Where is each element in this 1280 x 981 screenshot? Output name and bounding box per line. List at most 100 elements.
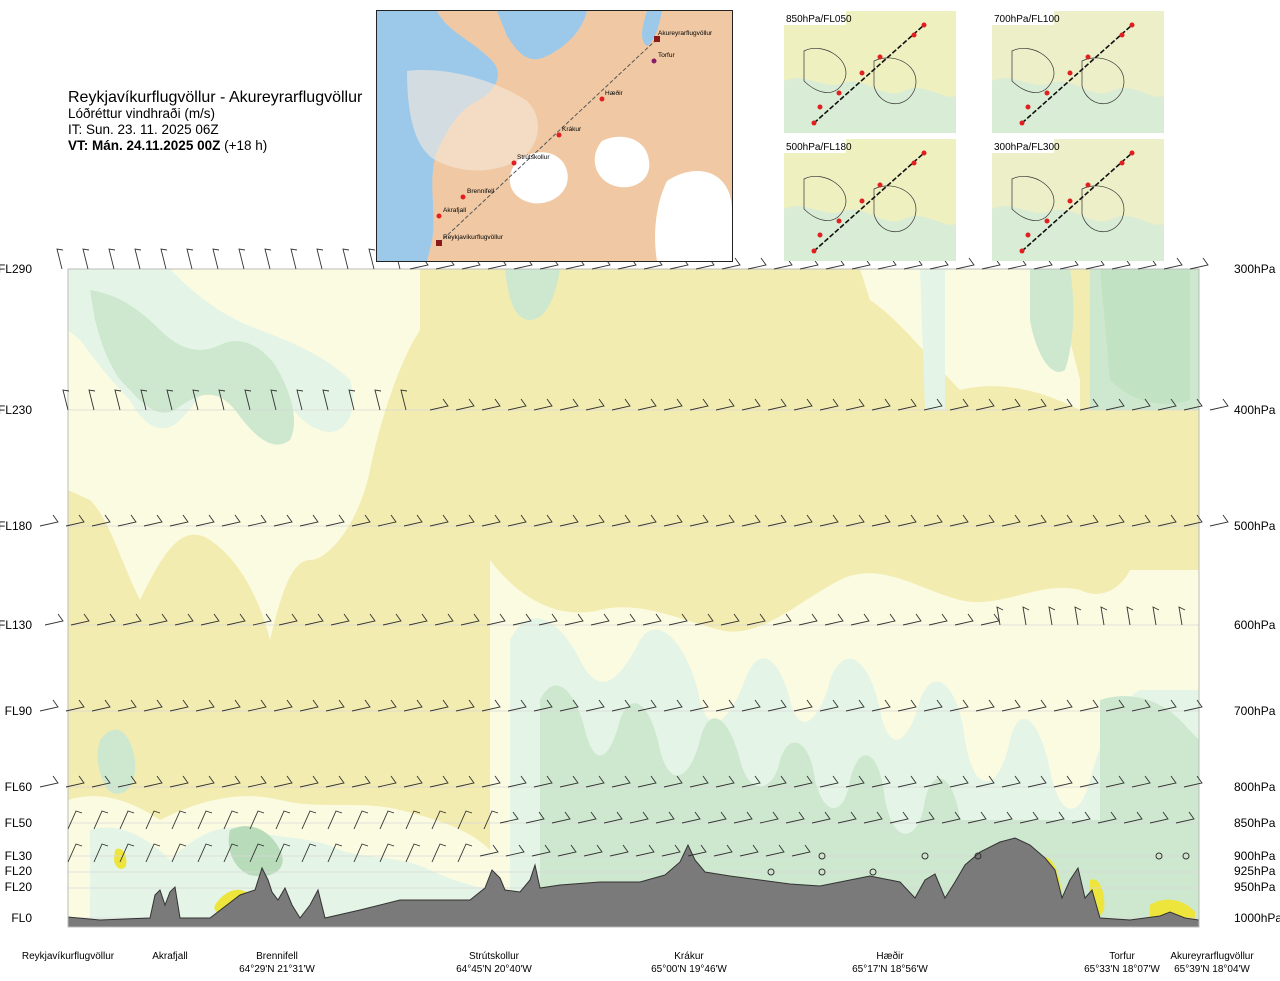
thumb-route-line bbox=[813, 24, 925, 124]
issue-time: IT: Sun. 23. 11. 2025 06Z bbox=[68, 122, 219, 137]
map-label-akureyri: Akureyrarflugvöllur bbox=[658, 30, 713, 37]
wind-barb bbox=[65, 699, 85, 712]
wind-barb bbox=[559, 398, 579, 411]
wind-barb bbox=[603, 811, 623, 824]
wind-barb bbox=[1183, 398, 1203, 411]
wind-barb bbox=[368, 248, 376, 270]
map-lowland bbox=[407, 70, 538, 171]
wind-barb bbox=[655, 811, 675, 824]
thumb-waypoint bbox=[1025, 104, 1031, 110]
wind-barb bbox=[1189, 257, 1209, 270]
wind-barb bbox=[327, 810, 343, 830]
wind-barb bbox=[975, 398, 995, 411]
wind-barb bbox=[351, 514, 371, 527]
wind-barb bbox=[221, 775, 241, 788]
wind-barb bbox=[1209, 514, 1229, 527]
wind-barb bbox=[379, 810, 395, 830]
wind-barb bbox=[889, 811, 909, 824]
wind-barb bbox=[221, 514, 241, 527]
wind-barb bbox=[273, 514, 293, 527]
wind-barb bbox=[316, 248, 324, 270]
calm-marker bbox=[921, 852, 929, 860]
wind-barb bbox=[481, 775, 501, 788]
wind-barb bbox=[637, 699, 657, 712]
wind-barb bbox=[616, 613, 636, 626]
wind-barb bbox=[108, 248, 116, 270]
wind-barb bbox=[221, 699, 241, 712]
wind-barb bbox=[585, 398, 605, 411]
wind-barb bbox=[715, 398, 735, 411]
thumb-label-bg bbox=[992, 11, 1054, 25]
location-name: Strútskollur bbox=[469, 951, 520, 962]
wind-barb bbox=[551, 811, 571, 824]
flight-level-label: FL60 bbox=[5, 780, 33, 794]
pressure-level-label: 400hPa bbox=[1234, 403, 1276, 417]
wind-barb bbox=[819, 699, 839, 712]
wind-barb bbox=[91, 699, 111, 712]
wind-barb bbox=[275, 843, 291, 863]
wind-barb bbox=[290, 248, 298, 270]
wind-barb bbox=[609, 844, 629, 857]
wind-barb bbox=[902, 613, 922, 626]
wind-barb bbox=[1157, 398, 1177, 411]
wind-barb bbox=[1019, 811, 1039, 824]
wind-barb bbox=[460, 613, 480, 626]
wind-barb bbox=[226, 613, 246, 626]
wind-barb bbox=[249, 843, 265, 863]
wind-barb bbox=[143, 699, 163, 712]
wind-barb bbox=[975, 699, 995, 712]
wind-barb bbox=[353, 843, 369, 863]
wind-barb bbox=[1022, 606, 1030, 626]
wind-barb bbox=[499, 811, 519, 824]
level-map-thumbnail: 700hPa/FL100 bbox=[992, 11, 1164, 133]
wind-barb bbox=[611, 699, 631, 712]
wind-barb bbox=[739, 844, 759, 857]
pressure-level-label: 800hPa bbox=[1234, 780, 1276, 794]
wind-barb bbox=[296, 389, 304, 411]
wind-barb bbox=[923, 699, 943, 712]
location-labels: Reykjavíkurflugvöllur Akrafjall Brennifell… bbox=[22, 950, 1254, 975]
contour-light-green-column bbox=[920, 269, 945, 410]
location-name: Brennifell bbox=[256, 951, 298, 962]
wind-barb bbox=[663, 775, 683, 788]
wind-barb bbox=[356, 613, 376, 626]
wind-barb bbox=[140, 389, 148, 411]
wind-barb bbox=[741, 398, 761, 411]
wind-barb bbox=[325, 514, 345, 527]
thumb-waypoint bbox=[1019, 248, 1025, 254]
thumb-route-line bbox=[1021, 24, 1133, 124]
wind-barb bbox=[661, 844, 681, 857]
wind-barb bbox=[403, 514, 423, 527]
thumb-label-bg bbox=[784, 11, 846, 25]
wind-barb bbox=[457, 843, 473, 863]
wind-barb bbox=[44, 613, 64, 626]
wind-barb bbox=[876, 613, 896, 626]
wind-barb bbox=[721, 257, 741, 270]
wind-barb bbox=[975, 775, 995, 788]
wind-barb bbox=[322, 389, 330, 411]
wind-barb bbox=[405, 843, 421, 863]
wind-barb bbox=[681, 811, 701, 824]
wind-barb bbox=[585, 699, 605, 712]
wind-barb bbox=[1149, 811, 1169, 824]
wind-barb bbox=[507, 699, 527, 712]
wind-barb bbox=[483, 810, 499, 830]
level-map-thumbnail: 850hPa/FL050 bbox=[784, 11, 956, 133]
wind-barb bbox=[145, 843, 161, 863]
thumb-coastline bbox=[1081, 57, 1125, 105]
wind-barb bbox=[117, 775, 137, 788]
wind-barb bbox=[635, 844, 655, 857]
wind-barb bbox=[819, 775, 839, 788]
flight-level-label: FL90 bbox=[5, 704, 33, 718]
wind-barb bbox=[559, 699, 579, 712]
route-endpoint-marker bbox=[436, 240, 442, 246]
route-line bbox=[438, 38, 658, 244]
pressure-level-label: 900hPa bbox=[1234, 849, 1276, 863]
contour-green-top-right bbox=[1030, 269, 1074, 372]
valid-time: VT: Mán. 24.11.2025 00Z (+18 h) bbox=[68, 138, 362, 154]
wind-barb bbox=[273, 699, 293, 712]
thumb-coastline bbox=[873, 185, 917, 233]
wind-barb bbox=[169, 775, 189, 788]
wind-barb bbox=[429, 775, 449, 788]
wind-barb bbox=[1001, 699, 1021, 712]
